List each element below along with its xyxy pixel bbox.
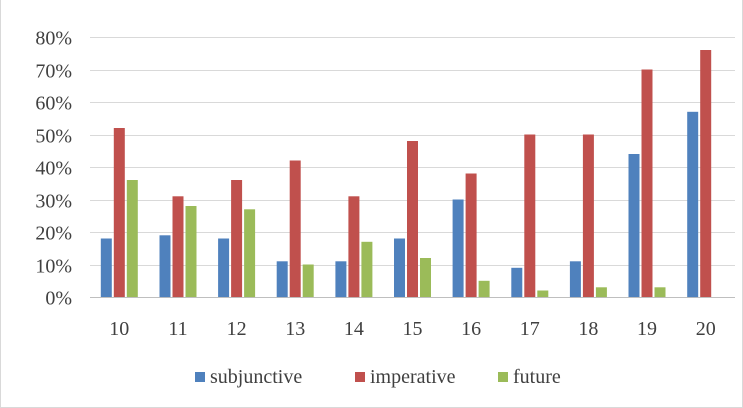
- x-tick-label: 16: [461, 318, 481, 340]
- bar-future-10: [126, 180, 138, 297]
- y-tick-label: 0%: [45, 288, 72, 310]
- bar-imperative-19: [641, 69, 653, 297]
- bar-future-13: [302, 264, 314, 297]
- bar-future-16: [478, 280, 490, 298]
- bar-imperative-14: [348, 196, 360, 298]
- bar-future-12: [244, 209, 256, 298]
- y-tick-label: 30%: [35, 191, 72, 213]
- y-tick-label: 50%: [35, 126, 72, 148]
- bar-subjunctive-12: [218, 238, 230, 297]
- legend-label-imperative: imperative: [370, 366, 456, 388]
- bar-future-18: [595, 287, 607, 298]
- legend-swatch-subjunctive: [195, 372, 205, 382]
- legend: subjunctive imperative future: [195, 366, 561, 388]
- bar-imperative-12: [231, 180, 243, 297]
- bar-imperative-11: [172, 196, 184, 298]
- bar-imperative-20: [700, 50, 712, 297]
- bar-subjunctive-19: [628, 154, 640, 297]
- bar-future-19: [654, 287, 666, 298]
- x-tick-label: 20: [696, 318, 716, 340]
- bar-future-15: [420, 258, 431, 297]
- x-tick-label: 10: [109, 318, 129, 340]
- y-tick-label: 60%: [35, 93, 72, 115]
- bar-subjunctive-11: [159, 235, 171, 298]
- bar-imperative-17: [524, 134, 536, 297]
- bar-future-11: [185, 206, 197, 297]
- bar-subjunctive-18: [569, 261, 581, 298]
- bar-subjunctive-16: [452, 199, 464, 297]
- y-tick-label: 70%: [35, 61, 72, 83]
- x-tick-label: 15: [403, 318, 423, 340]
- bar-subjunctive-13: [276, 261, 288, 298]
- legend-label-future: future: [513, 366, 561, 388]
- legend-label-subjunctive: subjunctive: [210, 366, 302, 388]
- bar-imperative-15: [407, 141, 418, 297]
- bar-subjunctive-17: [511, 267, 523, 298]
- x-tick-label: 19: [637, 318, 657, 340]
- bar-future-14: [361, 241, 373, 298]
- bar-imperative-16: [465, 173, 477, 297]
- legend-swatch-future: [498, 372, 508, 382]
- x-tick-label: 12: [227, 318, 247, 340]
- bars: [100, 50, 712, 298]
- x-tick-label: 13: [285, 318, 305, 340]
- y-tick-label: 20%: [35, 223, 72, 245]
- x-tick-label: 18: [578, 318, 598, 340]
- x-tick-label: 17: [520, 318, 540, 340]
- bar-future-17: [537, 290, 549, 297]
- bar-imperative-13: [289, 160, 301, 297]
- bar-subjunctive-10: [100, 238, 112, 297]
- y-tick-label: 80%: [35, 28, 72, 50]
- y-tick-label: 40%: [35, 158, 72, 180]
- x-tick-label: 11: [168, 318, 187, 340]
- x-axis-tick-labels: 10 11 12 13 14 15 16 17 18 19 20: [109, 318, 715, 340]
- legend-swatch-imperative: [355, 372, 365, 382]
- bar-imperative-10: [113, 128, 125, 297]
- bar-imperative-18: [582, 134, 594, 297]
- x-tick-label: 14: [344, 318, 364, 340]
- bar-subjunctive-14: [335, 261, 347, 298]
- y-axis-tick-labels: 0% 10% 20% 30% 40% 50% 60% 70% 80%: [35, 28, 72, 310]
- bar-subjunctive-15: [394, 238, 405, 297]
- bar-subjunctive-20: [687, 111, 699, 298]
- y-tick-label: 10%: [35, 256, 72, 278]
